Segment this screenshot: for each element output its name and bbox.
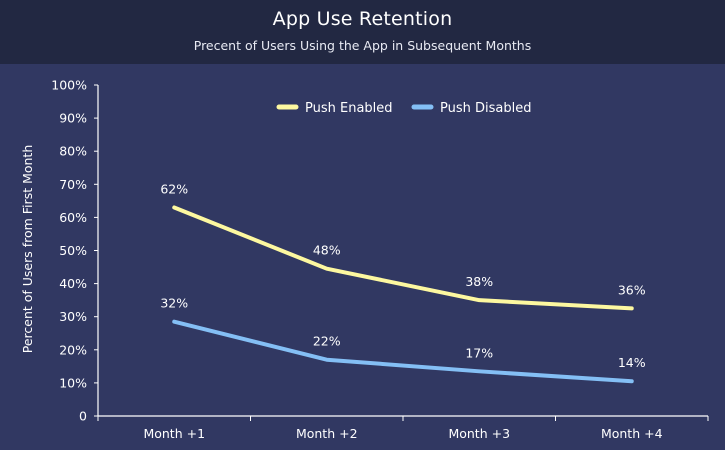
data-label: 36% (618, 282, 646, 297)
y-tick-label: 70% (59, 177, 87, 192)
legend-label: Push Disabled (440, 101, 531, 116)
x-tick-label: Month +4 (601, 426, 663, 441)
y-tick-label: 10% (59, 375, 87, 390)
y-tick-label: 20% (59, 342, 87, 357)
chart-subtitle: Precent of Users Using the App in Subseq… (193, 38, 532, 53)
y-axis-label: Percent of Users from First Month (20, 145, 35, 354)
y-tick-label: 90% (59, 111, 87, 126)
data-label: 38% (465, 274, 493, 289)
y-tick-label: 50% (59, 243, 87, 258)
data-label: 32% (160, 296, 188, 311)
chart-legend: Push Enabled Push Disabled (276, 101, 531, 116)
series-layer (172, 205, 634, 384)
data-label: 17% (465, 345, 493, 360)
data-label: 62% (160, 181, 188, 196)
data-label: 14% (618, 355, 646, 370)
y-tick-label: 30% (59, 309, 87, 324)
chart-axes: 0 10% 20% 30% 40% 50% 60% 70% 80% 90% 100% Month +1… (51, 78, 709, 441)
y-tick-label: 80% (59, 144, 87, 159)
series-line-2 (172, 319, 634, 384)
data-label: 48% (313, 243, 341, 258)
data-labels-layer: 62% 48% 38% 36% 32% 22% 17% 14% (160, 181, 645, 370)
data-label: 22% (313, 334, 341, 349)
y-tick-label: 0 (79, 409, 87, 424)
x-tick-label: Month +3 (448, 426, 510, 441)
chart-header: App Use Retention Precent of Users Using… (0, 0, 725, 64)
x-tick-label: Month +2 (296, 426, 358, 441)
series-line-1 (172, 205, 634, 311)
y-tick-label: 100% (51, 78, 87, 93)
y-tick-label: 60% (59, 210, 87, 225)
y-tick-label: 40% (59, 276, 87, 291)
x-tick-label: Month +1 (143, 426, 205, 441)
legend-label: Push Enabled (305, 101, 393, 116)
chart-title: App Use Retention (272, 8, 453, 30)
